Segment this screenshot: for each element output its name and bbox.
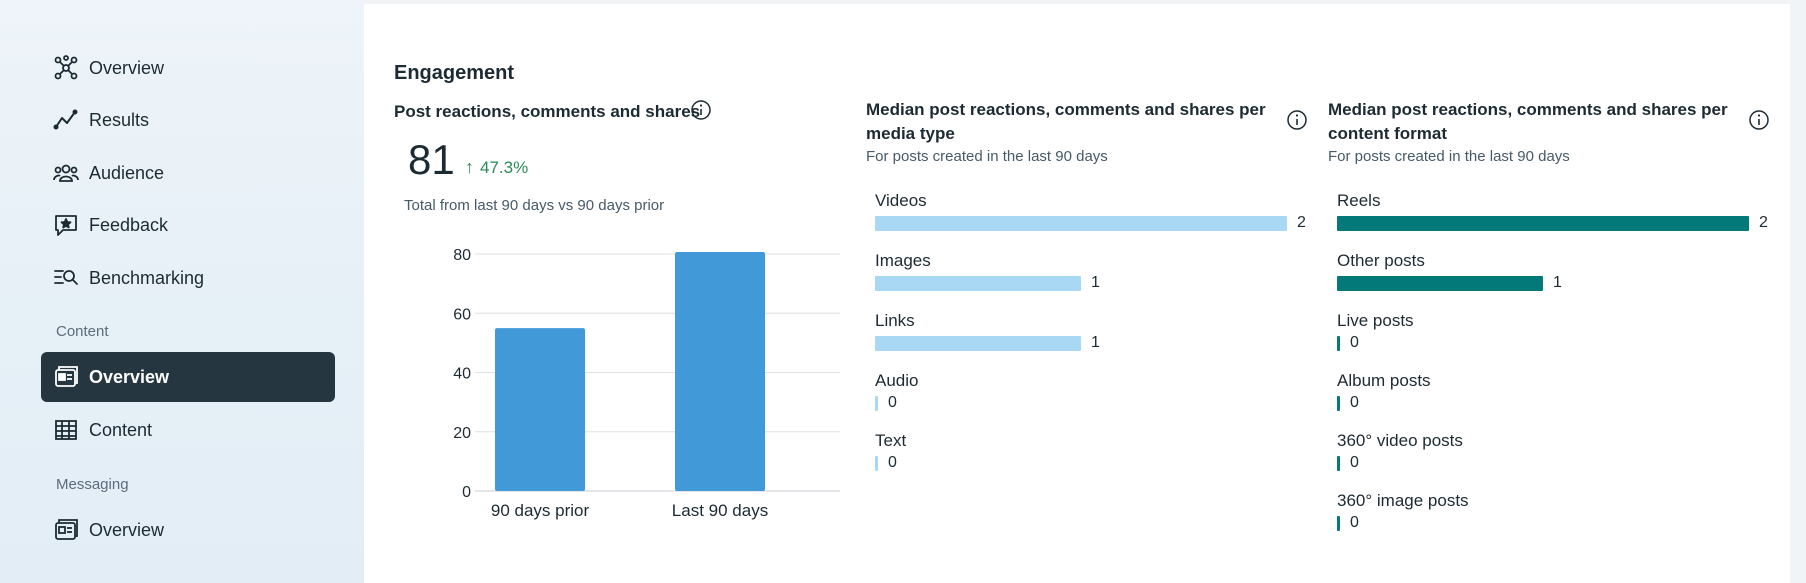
bar[interactable] — [875, 336, 1081, 351]
sidebar-item-benchmarking[interactable]: Benchmarking — [41, 253, 335, 303]
sidebar-item-label: Overview — [89, 519, 165, 540]
bar-value-label: 1 — [1091, 334, 1100, 351]
bar-category-label: Live posts — [1337, 311, 1414, 330]
info-icon[interactable] — [1748, 109, 1770, 131]
bar[interactable] — [1337, 336, 1340, 351]
benchmark-icon — [53, 265, 79, 291]
card-subtitle: For posts created in the last 90 days — [866, 148, 1108, 165]
card-title-line: media type — [866, 124, 955, 143]
sidebar-item-label: Results — [89, 109, 150, 130]
bar[interactable] — [1337, 456, 1340, 471]
section-label-content: Content — [56, 323, 109, 340]
bar-value-label: 0 — [1350, 334, 1359, 351]
star-chat-icon — [53, 212, 79, 238]
bar-category-label: Other posts — [1337, 251, 1425, 270]
content-overview-icon — [53, 364, 79, 390]
divider — [364, 0, 1790, 4]
sidebar-item-label: Content — [89, 419, 153, 440]
sidebar-item-content[interactable]: Content — [41, 405, 335, 455]
arrow-up-icon: ↑ — [465, 157, 474, 177]
bar-category-label: Text — [875, 431, 907, 450]
info-icon[interactable] — [690, 99, 712, 121]
network-icon — [53, 55, 79, 81]
bar[interactable] — [875, 456, 878, 471]
sidebar-item-results[interactable]: Results — [41, 95, 335, 145]
card-title: Median post reactions, comments and shar… — [1328, 98, 1728, 146]
bar-value-label: 2 — [1297, 214, 1306, 231]
card-title: Median post reactions, comments and shar… — [866, 98, 1266, 146]
bar[interactable] — [1337, 216, 1749, 231]
card-title: Post reactions, comments and shares — [394, 102, 701, 121]
info-icon[interactable] — [1286, 109, 1308, 131]
sidebar-item-label: Overview — [89, 57, 165, 78]
bar-category-label: Links — [875, 311, 915, 330]
total-caption: Total from last 90 days vs 90 days prior — [404, 197, 665, 214]
sidebar-item-overview[interactable]: Overview — [41, 43, 335, 93]
sidebar-item-content-overview[interactable]: Overview — [41, 352, 335, 402]
bar-category-label: Album posts — [1337, 371, 1431, 390]
sidebar-item-feedback[interactable]: Feedback — [41, 200, 335, 250]
bar-value-label: 0 — [888, 394, 897, 411]
bar[interactable] — [875, 216, 1287, 231]
card-title-line: Median post reactions, comments and shar… — [866, 100, 1266, 119]
section-label-messaging: Messaging — [56, 476, 129, 493]
card-title-line: content format — [1328, 124, 1447, 143]
bar[interactable] — [875, 276, 1081, 291]
trend-icon — [53, 107, 79, 133]
bar-category-label: Images — [875, 251, 931, 270]
bar[interactable] — [1337, 396, 1340, 411]
bar-value-label: 1 — [1091, 274, 1100, 291]
sidebar-item-label: Feedback — [89, 214, 169, 235]
delta-value: 47.3% — [480, 157, 529, 177]
card-subtitle: For posts created in the last 90 days — [1328, 148, 1570, 165]
bar-value-label: 0 — [1350, 454, 1359, 471]
sidebar-item-label: Audience — [89, 162, 165, 183]
sidebar-item-audience[interactable]: Audience — [41, 148, 335, 198]
bar-value-label: 0 — [1350, 394, 1359, 411]
bar-category-label: Videos — [875, 191, 927, 210]
bar-category-label: 360° image posts — [1337, 491, 1469, 510]
total-value: 81 — [408, 136, 455, 183]
sidebar: Overview Results Audience Feedback — [0, 0, 364, 583]
bar-value-label: 1 — [1553, 274, 1562, 291]
bar-value-label: 0 — [1350, 514, 1359, 531]
bar[interactable] — [875, 396, 878, 411]
bar[interactable] — [1337, 276, 1543, 291]
sidebar-item-label: Benchmarking — [89, 267, 205, 288]
bar-value-label: 0 — [888, 454, 897, 471]
delta-badge: ↑ 47.3% — [465, 157, 528, 178]
messaging-overview-icon — [53, 517, 79, 543]
scrollbar-track[interactable] — [1790, 0, 1806, 583]
bar-category-label: 360° video posts — [1337, 431, 1463, 450]
bar[interactable] — [1337, 516, 1340, 531]
table-icon — [53, 417, 79, 443]
main-panel — [364, 0, 1806, 583]
sidebar-item-messaging-overview[interactable]: Overview — [41, 505, 335, 555]
people-icon — [53, 160, 79, 186]
bar-category-label: Reels — [1337, 191, 1381, 210]
bar-value-label: 2 — [1759, 214, 1768, 231]
card-title-line: Median post reactions, comments and shar… — [1328, 100, 1728, 119]
sidebar-item-label: Overview — [89, 366, 170, 387]
bar-category-label: Audio — [875, 371, 919, 390]
section-title: Engagement — [394, 62, 515, 84]
